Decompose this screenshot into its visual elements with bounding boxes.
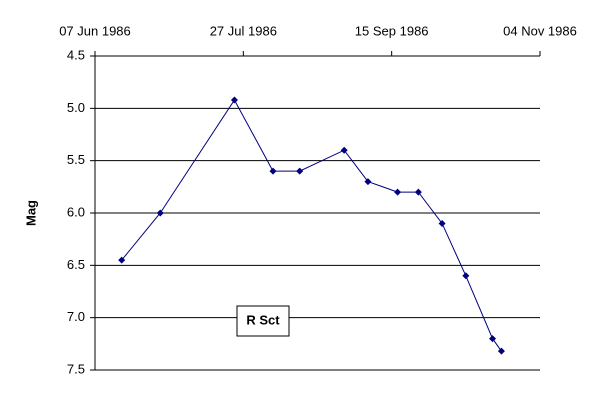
x-tick-label: 27 Jul 1986 (210, 23, 277, 38)
x-tick-label: 15 Sep 1986 (355, 23, 429, 38)
data-point (269, 167, 277, 175)
data-point (230, 96, 238, 104)
x-tick-label: 07 Jun 1986 (59, 23, 131, 38)
y-axis-label: Mag (23, 200, 38, 226)
series-line (121, 98, 502, 352)
y-tick-label: 4.5 (67, 47, 85, 62)
data-point (414, 188, 422, 196)
data-point (394, 188, 402, 196)
annotation-box (236, 305, 290, 337)
data-point (462, 272, 470, 280)
y-tick-label: 7.5 (67, 361, 85, 376)
data-point (118, 256, 126, 264)
y-tick-label: 5.0 (67, 100, 85, 115)
data-point (438, 219, 446, 227)
y-tick-label: 6.5 (67, 257, 85, 272)
data-point (489, 335, 497, 343)
data-point (497, 347, 505, 355)
data-point (340, 146, 348, 154)
annotation: R Sct (236, 305, 290, 337)
y-tick-label: 5.5 (67, 152, 85, 167)
y-tick-label: 7.0 (67, 309, 85, 324)
annotation-text: R Sct (246, 312, 280, 327)
data-point (296, 167, 304, 175)
data-point (156, 209, 164, 217)
x-tick-label: 04 Nov 1986 (503, 23, 577, 38)
data-point (364, 178, 372, 186)
y-tick-label: 6.0 (67, 204, 85, 219)
